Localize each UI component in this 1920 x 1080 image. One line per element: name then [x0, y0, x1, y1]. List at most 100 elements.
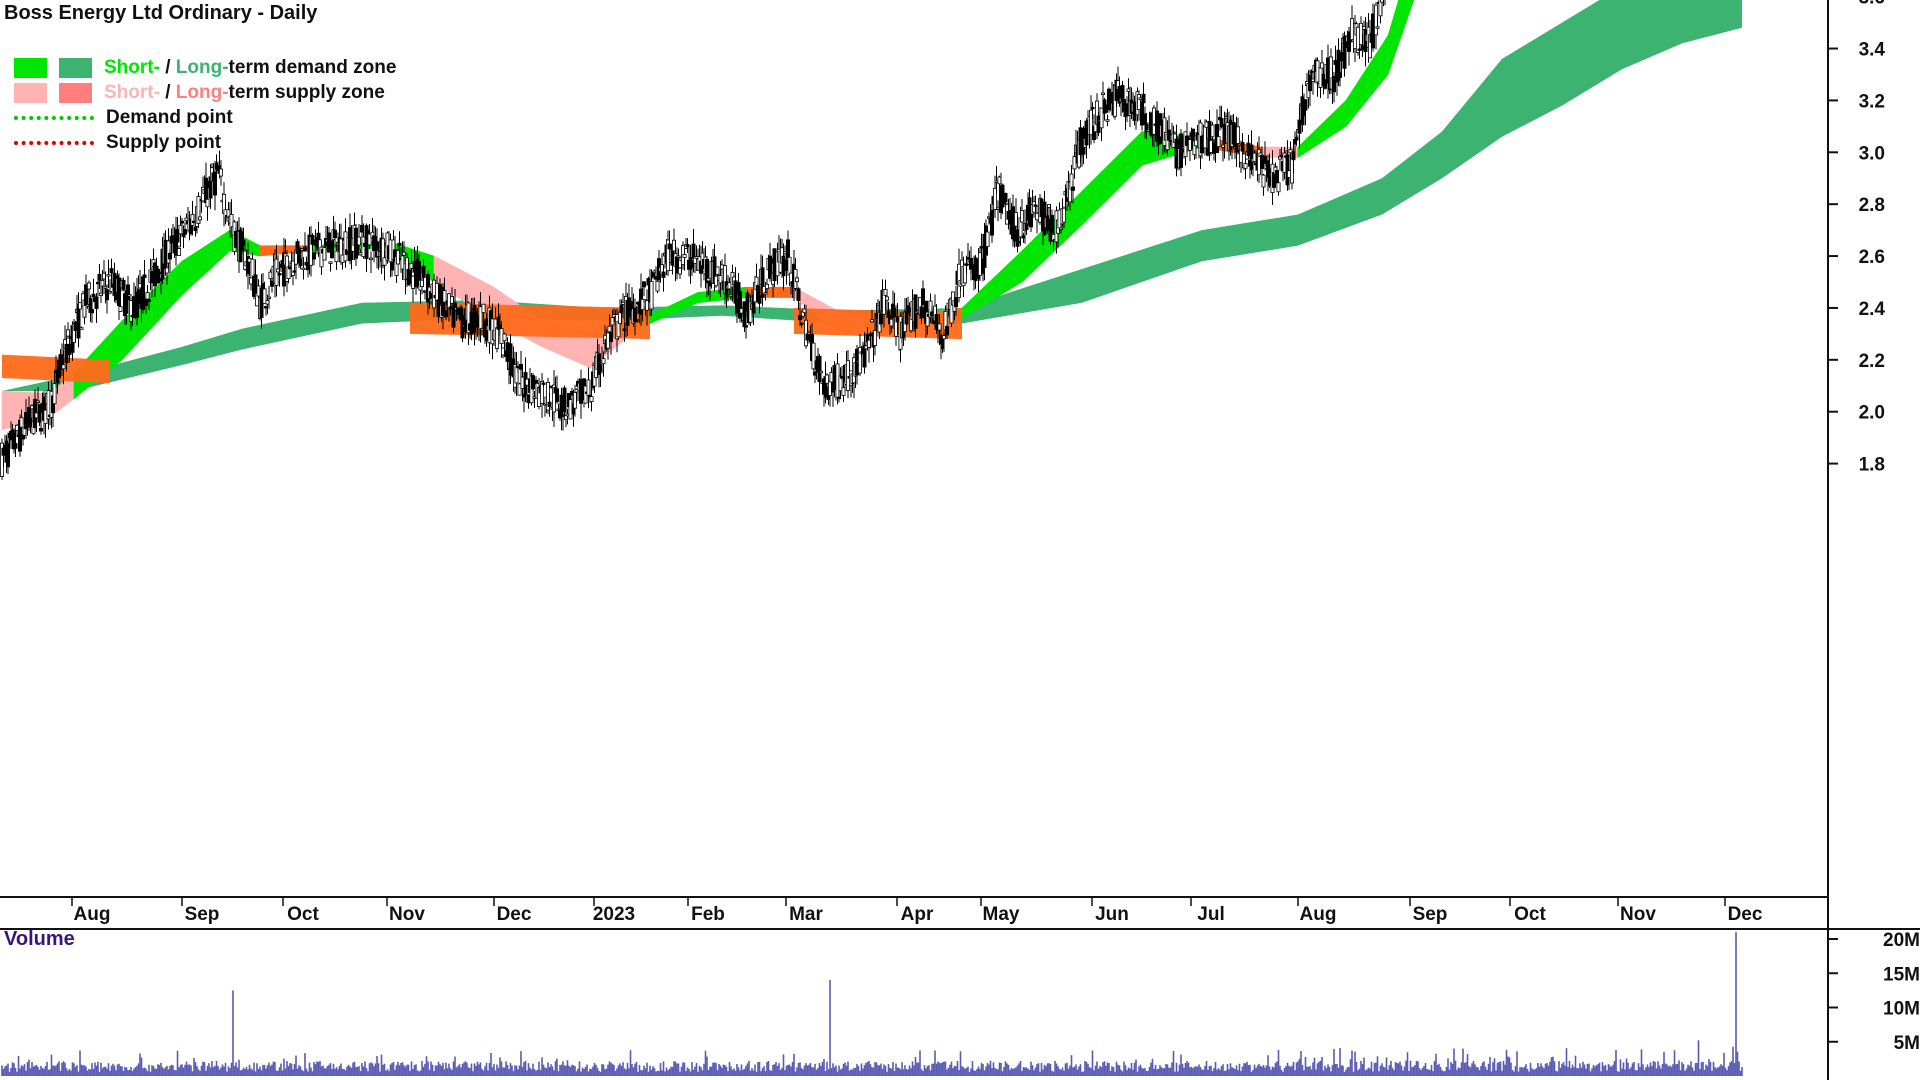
candle-body — [1020, 210, 1025, 223]
candle-body — [1236, 126, 1241, 144]
candle-body — [1291, 151, 1296, 161]
candle-body — [1210, 124, 1215, 138]
price-tick-label: 3.0 — [1859, 143, 1885, 164]
legend-sep: / — [159, 56, 176, 78]
legend-demand-point: Demand point — [14, 105, 396, 130]
candle-body — [397, 242, 402, 246]
candle-body — [642, 281, 647, 288]
candle-body — [925, 311, 930, 327]
price-tick-label: 2.8 — [1859, 195, 1885, 216]
candle-body — [1297, 119, 1302, 134]
candle-body — [382, 257, 387, 266]
candle-body — [277, 273, 282, 276]
candle-body — [811, 342, 816, 370]
candle-body — [266, 296, 271, 299]
candle-body — [1216, 136, 1221, 147]
candle-body — [819, 370, 824, 374]
candle-body — [715, 266, 720, 275]
candle-body — [645, 300, 650, 311]
candle-body — [682, 254, 687, 258]
candle-body — [990, 209, 995, 236]
candle-body — [106, 274, 111, 277]
candle-body — [714, 275, 719, 287]
candle-body — [601, 358, 606, 365]
candle-body — [540, 380, 545, 404]
month-label: Oct — [287, 904, 319, 925]
candle-body — [640, 298, 645, 310]
candle-body — [105, 289, 110, 301]
month-label: Nov — [389, 904, 425, 925]
candle-body — [1101, 92, 1106, 95]
month-label: Aug — [74, 904, 111, 925]
candle-body — [212, 171, 217, 196]
candle-body — [87, 282, 92, 290]
month-label: Aug — [1300, 904, 1337, 925]
candle-body — [494, 327, 499, 349]
candle-body — [676, 255, 681, 258]
candle-body — [1276, 182, 1281, 193]
candle-body — [1099, 107, 1104, 129]
month-label: Sep — [185, 904, 220, 925]
month-label: Dec — [1728, 904, 1763, 925]
legend-rest-text: term demand zone — [228, 56, 397, 78]
candle-body — [757, 295, 762, 304]
candle-body — [1338, 72, 1343, 78]
candle-body — [519, 364, 524, 370]
candle-body — [870, 319, 875, 323]
price-axis: 5.04.84.64.44.24.03.83.63.43.23.02.82.62… — [1828, 0, 1885, 476]
candle-body — [744, 325, 749, 328]
price-tick-label: 3.6 — [1859, 0, 1885, 9]
candle-body — [1261, 174, 1266, 188]
candle-body — [52, 383, 57, 405]
candle-body — [97, 273, 102, 281]
month-label: Oct — [1514, 904, 1546, 925]
candle-body — [1062, 207, 1067, 223]
candle-body — [765, 283, 770, 289]
legend-supply-zone: Short- / Long-term supply zone — [14, 80, 396, 105]
candle-body — [1380, 0, 1385, 3]
candle-body — [145, 292, 150, 300]
price-tick-label: 2.0 — [1859, 403, 1885, 424]
candle-body — [108, 291, 113, 294]
volume-label: Volume — [4, 928, 75, 950]
candle-body — [421, 265, 426, 279]
candle-body — [262, 288, 267, 304]
candlestick-series — [0, 0, 1386, 480]
long-demand-swatch — [59, 57, 92, 78]
candle-body — [1288, 149, 1293, 154]
volume-tick-label: 20M — [1883, 930, 1920, 951]
candle-body — [94, 296, 99, 309]
month-label: Feb — [691, 904, 725, 925]
candle-body — [164, 267, 169, 274]
supply-point-line — [14, 140, 94, 145]
candle-body — [6, 443, 11, 468]
candle-body — [763, 292, 768, 295]
short-term-demand-zone — [1387, 0, 1415, 75]
candle-body — [302, 246, 307, 251]
candle-body — [649, 280, 654, 310]
candle-body — [858, 347, 863, 374]
candle-body — [589, 396, 594, 402]
month-label: Jul — [1197, 904, 1224, 925]
legend: Short- / Long-term demand zone Short- / … — [14, 55, 396, 155]
price-tick-label: 2.4 — [1859, 299, 1886, 320]
candle-body — [1243, 163, 1248, 169]
candle-body — [1090, 106, 1095, 110]
candle-body — [838, 375, 843, 392]
candle-body — [197, 216, 202, 221]
candle-body — [1059, 227, 1064, 230]
time-axis: Aug Sep Oct Nov Dec 2023 Feb Mar Apr May Jun Jul Aug… — [71, 897, 1763, 925]
candle-body — [1320, 62, 1325, 69]
price-tick-label: 3.2 — [1859, 91, 1885, 112]
candle-body — [954, 297, 959, 308]
candle-body — [1003, 192, 1008, 203]
candle-body — [666, 239, 671, 272]
legend-supply-point-text: Supply point — [106, 131, 222, 153]
candle-body — [401, 251, 406, 256]
long-supply-swatch — [59, 82, 92, 103]
candle-body — [218, 168, 223, 177]
candle-body — [985, 231, 990, 247]
price-tick-label: 2.2 — [1859, 351, 1885, 372]
